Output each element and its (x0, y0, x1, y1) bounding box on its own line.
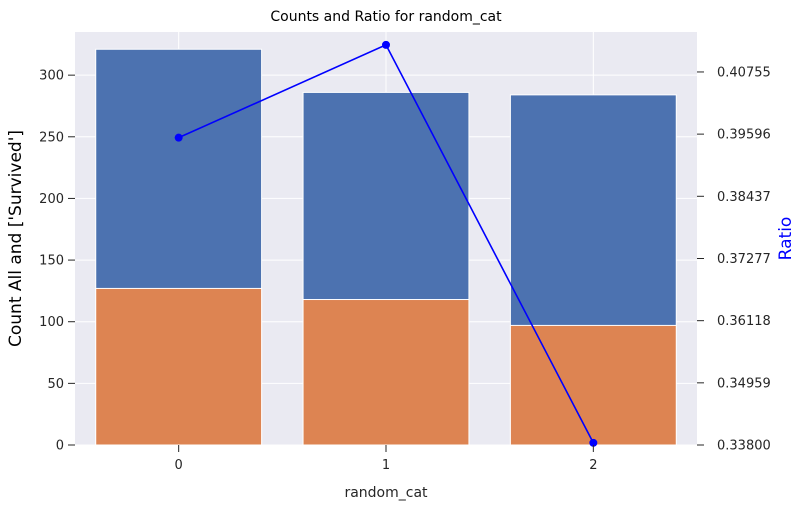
x-tick-label: 1 (382, 458, 390, 473)
x-tick-label: 2 (589, 458, 597, 473)
y2-tick-label: 0.40755 (717, 65, 771, 80)
ratio-point-1 (382, 40, 390, 49)
y-axis-label: Count All and ['Survived'] (6, 130, 26, 347)
y-axis-ticks: 0 50 100 150 200 250 300 (39, 69, 75, 454)
y2-tick-label: 0.37277 (717, 252, 771, 267)
y2-axis-ticks: 0.33800 0.34959 0.36118 0.37277 0.38437 0.395… (697, 65, 771, 454)
ratio-point-2 (589, 438, 598, 447)
bar-series-1-0 (95, 287, 263, 446)
y2-tick-label: 0.36118 (717, 314, 771, 329)
y2-tick-label: 0.39596 (717, 128, 771, 143)
y2-axis-label: Ratio (776, 217, 796, 261)
ratio-point-0 (174, 133, 183, 142)
y-tick-label: 200 (39, 192, 64, 207)
y-tick-label: 0 (56, 439, 64, 454)
y-tick-label: 300 (39, 69, 64, 84)
x-tick-label: 0 (175, 458, 183, 473)
y-tick-label: 50 (47, 377, 64, 392)
x-axis-label: random_cat (344, 485, 428, 501)
y2-tick-label: 0.34959 (717, 376, 771, 391)
bars (95, 48, 677, 446)
y-tick-label: 250 (39, 130, 64, 145)
ratio-line (174, 40, 598, 447)
y2-tick-label: 0.38437 (717, 190, 771, 205)
chart-title: Counts and Ratio for random_cat (270, 9, 502, 25)
bar-series-1-1 (302, 299, 470, 446)
bar-series-1-2 (509, 324, 677, 446)
y-tick-label: 100 (39, 315, 64, 330)
x-axis-ticks: 0 1 2 (175, 445, 597, 473)
y-tick-label: 150 (39, 254, 64, 269)
y2-tick-label: 0.33800 (717, 439, 771, 454)
